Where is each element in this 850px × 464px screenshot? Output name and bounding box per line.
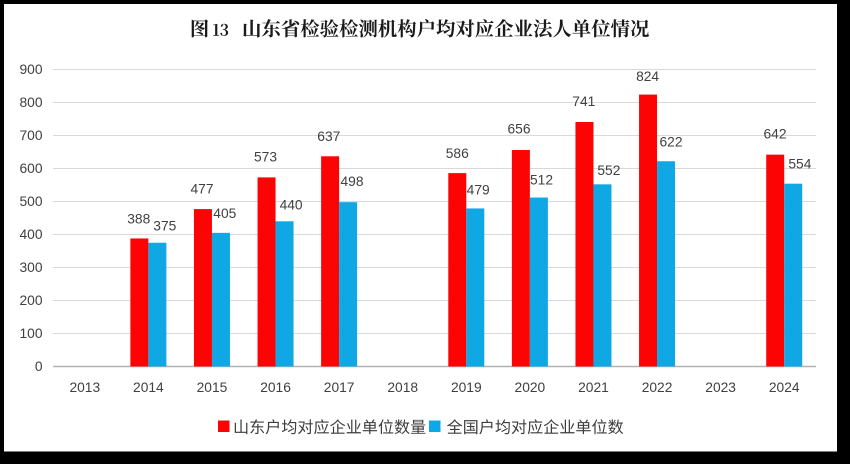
svg-text:554: 554 bbox=[788, 157, 811, 172]
svg-text:2015: 2015 bbox=[197, 380, 228, 395]
svg-text:300: 300 bbox=[19, 260, 42, 275]
svg-text:586: 586 bbox=[446, 146, 469, 161]
svg-text:656: 656 bbox=[507, 121, 530, 136]
svg-text:512: 512 bbox=[530, 173, 553, 188]
svg-text:824: 824 bbox=[636, 69, 659, 84]
svg-text:2024: 2024 bbox=[769, 380, 800, 395]
svg-text:600: 600 bbox=[19, 161, 42, 176]
svg-text:2019: 2019 bbox=[451, 380, 482, 395]
svg-text:2018: 2018 bbox=[387, 380, 418, 395]
svg-text:741: 741 bbox=[572, 94, 595, 109]
svg-text:405: 405 bbox=[213, 206, 236, 221]
svg-text:2014: 2014 bbox=[133, 380, 164, 395]
svg-text:400: 400 bbox=[19, 227, 42, 242]
svg-text:900: 900 bbox=[19, 62, 42, 77]
svg-text:2017: 2017 bbox=[324, 380, 355, 395]
svg-text:622: 622 bbox=[659, 135, 682, 150]
svg-text:637: 637 bbox=[317, 129, 340, 144]
svg-text:2020: 2020 bbox=[515, 380, 546, 395]
svg-text:100: 100 bbox=[19, 326, 42, 341]
svg-text:642: 642 bbox=[763, 127, 786, 142]
svg-text:388: 388 bbox=[127, 212, 150, 227]
svg-text:700: 700 bbox=[19, 128, 42, 143]
svg-text:500: 500 bbox=[19, 194, 42, 209]
svg-text:375: 375 bbox=[153, 219, 176, 234]
svg-text:200: 200 bbox=[19, 293, 42, 308]
svg-text:477: 477 bbox=[190, 181, 213, 196]
svg-text:2016: 2016 bbox=[260, 380, 291, 395]
svg-text:0: 0 bbox=[35, 359, 43, 374]
svg-text:573: 573 bbox=[254, 150, 277, 165]
svg-text:2021: 2021 bbox=[578, 380, 609, 395]
svg-text:498: 498 bbox=[340, 174, 363, 189]
svg-text:2023: 2023 bbox=[705, 380, 736, 395]
svg-text:440: 440 bbox=[280, 197, 303, 212]
svg-text:552: 552 bbox=[597, 163, 620, 178]
svg-text:479: 479 bbox=[467, 183, 490, 198]
svg-text:800: 800 bbox=[19, 95, 42, 110]
svg-text:2022: 2022 bbox=[642, 380, 673, 395]
svg-text:2013: 2013 bbox=[69, 380, 100, 395]
